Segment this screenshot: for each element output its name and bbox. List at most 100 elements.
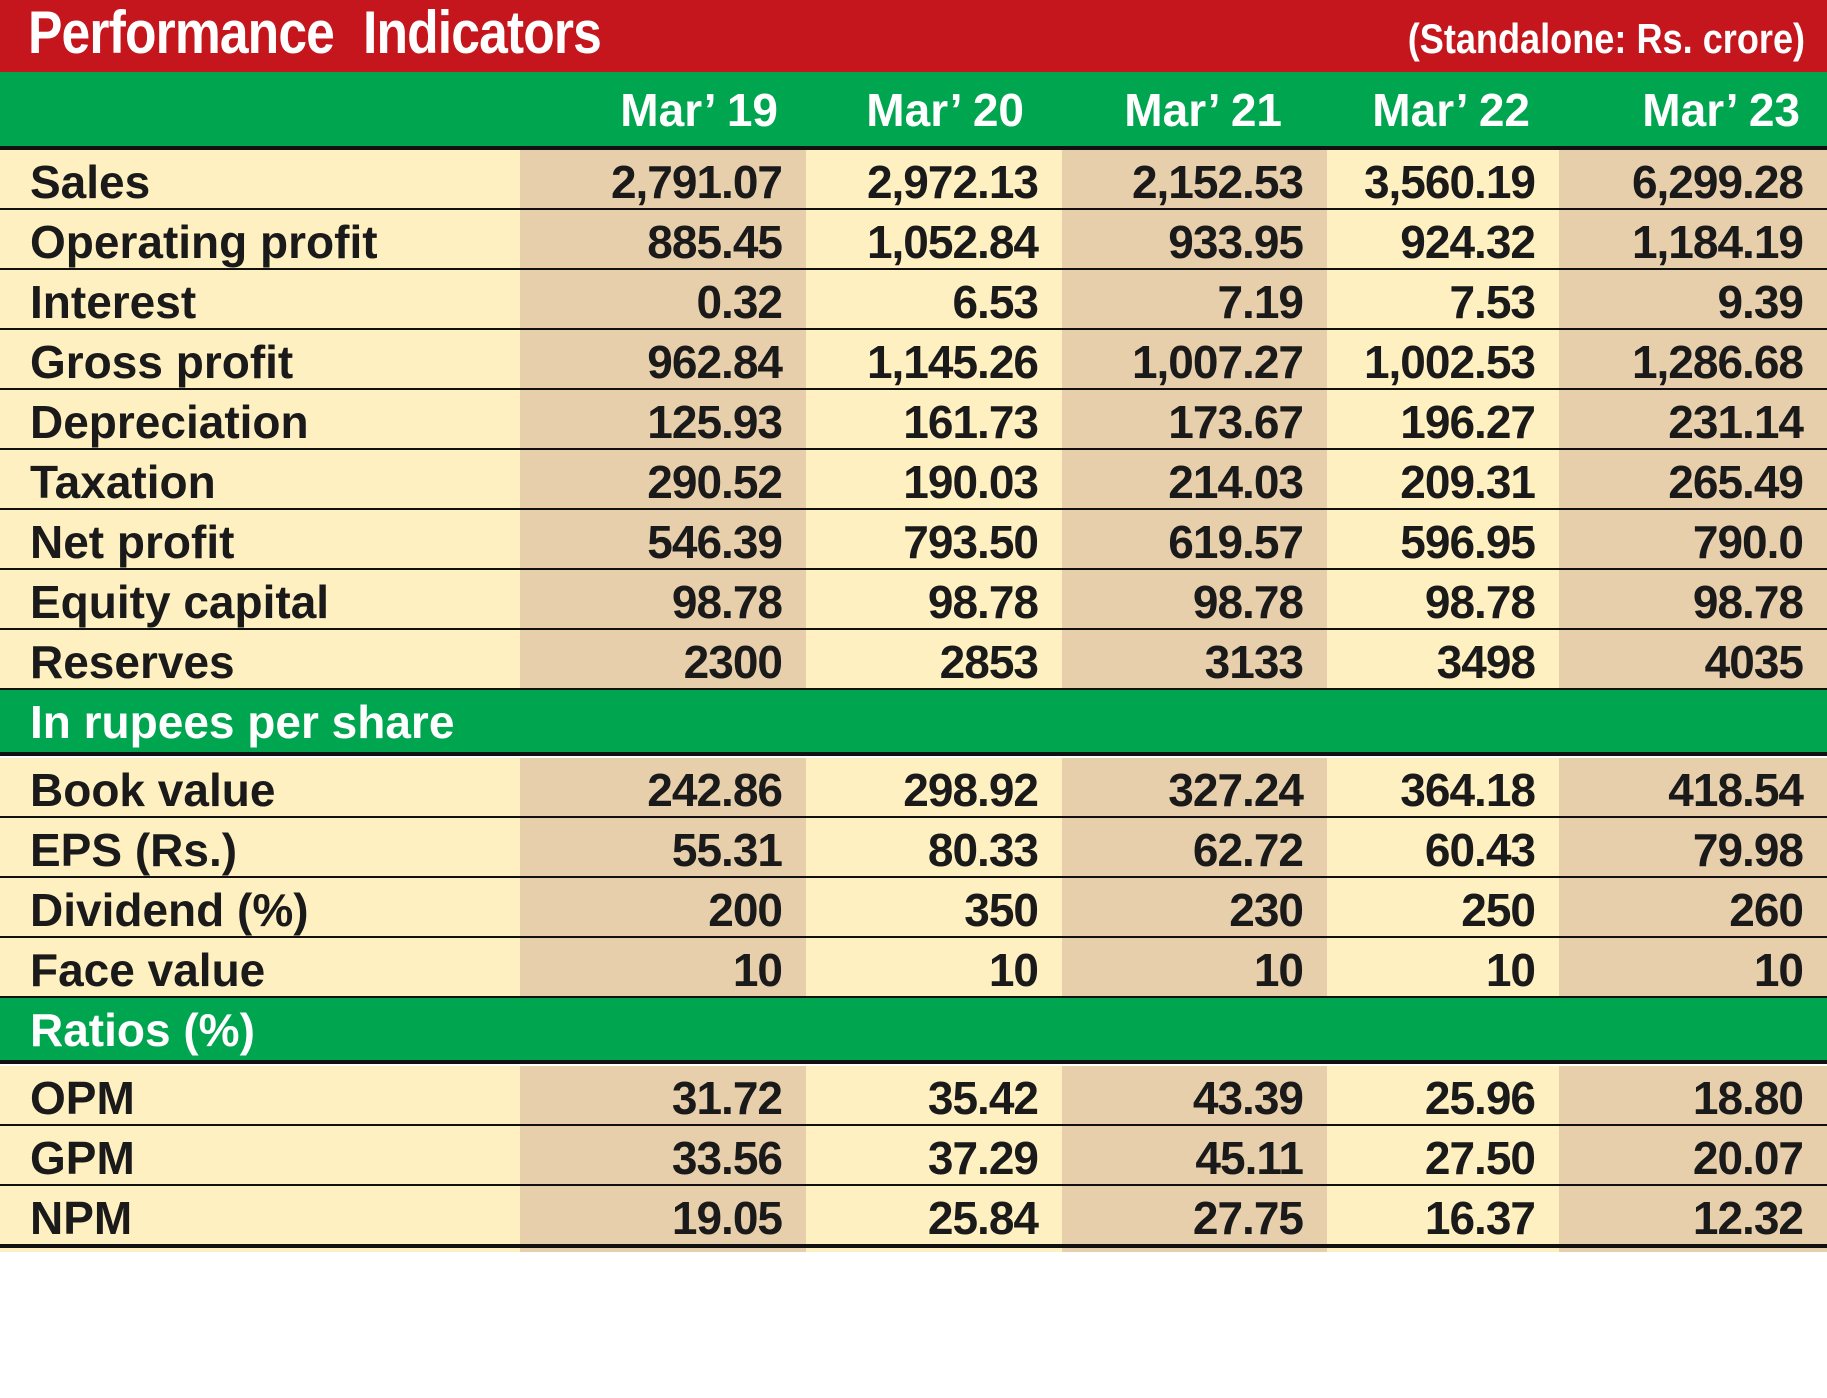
row-label: OPM — [0, 1066, 520, 1132]
row-label: NPM — [0, 1186, 520, 1252]
table-cell: 7.53 — [1327, 270, 1559, 336]
table-cell: 1,286.68 — [1559, 330, 1827, 396]
table-cell: 214.03 — [1062, 450, 1327, 516]
table-row: Taxation 290.52 190.03 214.03 209.31 265.49 — [0, 450, 1827, 516]
table-cell: 60.43 — [1327, 818, 1559, 884]
table-cell: 10 — [520, 938, 806, 1004]
table-cell: 2,152.53 — [1062, 150, 1327, 216]
table-row: Book value 242.86 298.92 327.24 364.18 418.54 — [0, 758, 1827, 824]
table-cell: 19.05 — [520, 1186, 806, 1252]
table-cell: 80.33 — [806, 818, 1062, 884]
table-cell: 230 — [1062, 878, 1327, 944]
table-cell: 161.73 — [806, 390, 1062, 456]
table-cell: 25.96 — [1327, 1066, 1559, 1132]
table-cell: 98.78 — [1062, 570, 1327, 636]
table-cell: 27.75 — [1062, 1186, 1327, 1252]
table-cell: 298.92 — [806, 758, 1062, 824]
row-label: Operating profit — [0, 210, 520, 276]
table-cell: 37.29 — [806, 1126, 1062, 1192]
table-cell: 546.39 — [520, 510, 806, 576]
table-row: Net profit 546.39 793.50 619.57 596.95 790.0 — [0, 510, 1827, 576]
table-cell: 3133 — [1062, 630, 1327, 696]
table-row: Gross profit 962.84 1,145.26 1,007.27 1,002.… — [0, 330, 1827, 396]
table-cell: 596.95 — [1327, 510, 1559, 576]
row-label: Dividend (%) — [0, 878, 520, 944]
table-cell: 250 — [1327, 878, 1559, 944]
table-cell: 79.98 — [1559, 818, 1827, 884]
table-title: Performance Indicators — [28, 0, 602, 66]
table-cell: 33.56 — [520, 1126, 806, 1192]
table-cell: 3498 — [1327, 630, 1559, 696]
row-divider — [0, 146, 1827, 152]
table-cell: 10 — [806, 938, 1062, 1004]
table-cell: 2,972.13 — [806, 150, 1062, 216]
table-cell: 196.27 — [1327, 390, 1559, 456]
row-label: GPM — [0, 1126, 520, 1192]
section-title: Ratios (%) — [30, 1004, 255, 1056]
table-cell: 2,791.07 — [520, 150, 806, 216]
table-cell: 12.32 — [1559, 1186, 1827, 1252]
table-cell: 190.03 — [806, 450, 1062, 516]
table-row: Reserves 2300 2853 3133 3498 4035 — [0, 630, 1827, 696]
table-cell: 6.53 — [806, 270, 1062, 336]
table-cell: 885.45 — [520, 210, 806, 276]
table-cell: 364.18 — [1327, 758, 1559, 824]
table-cell: 173.67 — [1062, 390, 1327, 456]
table-cell: 290.52 — [520, 450, 806, 516]
table-row: Sales 2,791.07 2,972.13 2,152.53 3,560.19 6,2… — [0, 150, 1827, 216]
table-cell: 2853 — [806, 630, 1062, 696]
table-cell: 4035 — [1559, 630, 1827, 696]
section-header: In rupees per share — [0, 690, 1827, 756]
table-cell: 45.11 — [1062, 1126, 1327, 1192]
table-row: NPM 19.05 25.84 27.75 16.37 12.32 — [0, 1186, 1827, 1252]
row-divider — [0, 1244, 1827, 1248]
table-cell: 1,007.27 — [1062, 330, 1327, 396]
table-cell: 27.50 — [1327, 1126, 1559, 1192]
row-label: Depreciation — [0, 390, 520, 456]
table-subtitle: (Standalone: Rs. crore) — [1407, 15, 1805, 62]
table-cell: 62.72 — [1062, 818, 1327, 884]
table-cell: 98.78 — [1327, 570, 1559, 636]
column-header: Mar’ 19 — [620, 84, 778, 136]
table-cell: 43.39 — [1062, 1066, 1327, 1132]
table-cell: 98.78 — [806, 570, 1062, 636]
row-label: Reserves — [0, 630, 520, 696]
column-header-row: Mar’ 19 Mar’ 20 Mar’ 21 Mar’ 22 Mar’ 23 — [0, 72, 1827, 148]
row-divider — [0, 1060, 1827, 1064]
table-cell: 2300 — [520, 630, 806, 696]
row-label: Interest — [0, 270, 520, 336]
table-cell: 10 — [1327, 938, 1559, 1004]
table-cell: 924.32 — [1327, 210, 1559, 276]
table-cell: 98.78 — [520, 570, 806, 636]
table-cell: 1,052.84 — [806, 210, 1062, 276]
table-cell: 31.72 — [520, 1066, 806, 1132]
table-cell: 0.32 — [520, 270, 806, 336]
table-cell: 265.49 — [1559, 450, 1827, 516]
table-cell: 231.14 — [1559, 390, 1827, 456]
section-title: In rupees per share — [30, 696, 455, 748]
table-cell: 1,184.19 — [1559, 210, 1827, 276]
table-cell: 790.0 — [1559, 510, 1827, 576]
table-cell: 25.84 — [806, 1186, 1062, 1252]
row-label: Face value — [0, 938, 520, 1004]
table-cell: 35.42 — [806, 1066, 1062, 1132]
table-cell: 98.78 — [1559, 570, 1827, 636]
table-cell: 3,560.19 — [1327, 150, 1559, 216]
table-row: EPS (Rs.) 55.31 80.33 62.72 60.43 79.98 — [0, 818, 1827, 884]
column-header: Mar’ 22 — [1372, 84, 1530, 136]
table-cell: 327.24 — [1062, 758, 1327, 824]
table-row: Dividend (%) 200 350 230 250 260 — [0, 878, 1827, 944]
row-label: Gross profit — [0, 330, 520, 396]
table-cell: 55.31 — [520, 818, 806, 884]
column-header: Mar’ 20 — [866, 84, 1024, 136]
table-cell: 209.31 — [1327, 450, 1559, 516]
title-bar: Performance Indicators (Standalone: Rs. … — [0, 0, 1827, 72]
row-label: Taxation — [0, 450, 520, 516]
table-cell: 10 — [1062, 938, 1327, 1004]
table-cell: 242.86 — [520, 758, 806, 824]
table-cell: 1,002.53 — [1327, 330, 1559, 396]
table-cell: 9.39 — [1559, 270, 1827, 336]
table-cell: 20.07 — [1559, 1126, 1827, 1192]
table-cell: 6,299.28 — [1559, 150, 1827, 216]
